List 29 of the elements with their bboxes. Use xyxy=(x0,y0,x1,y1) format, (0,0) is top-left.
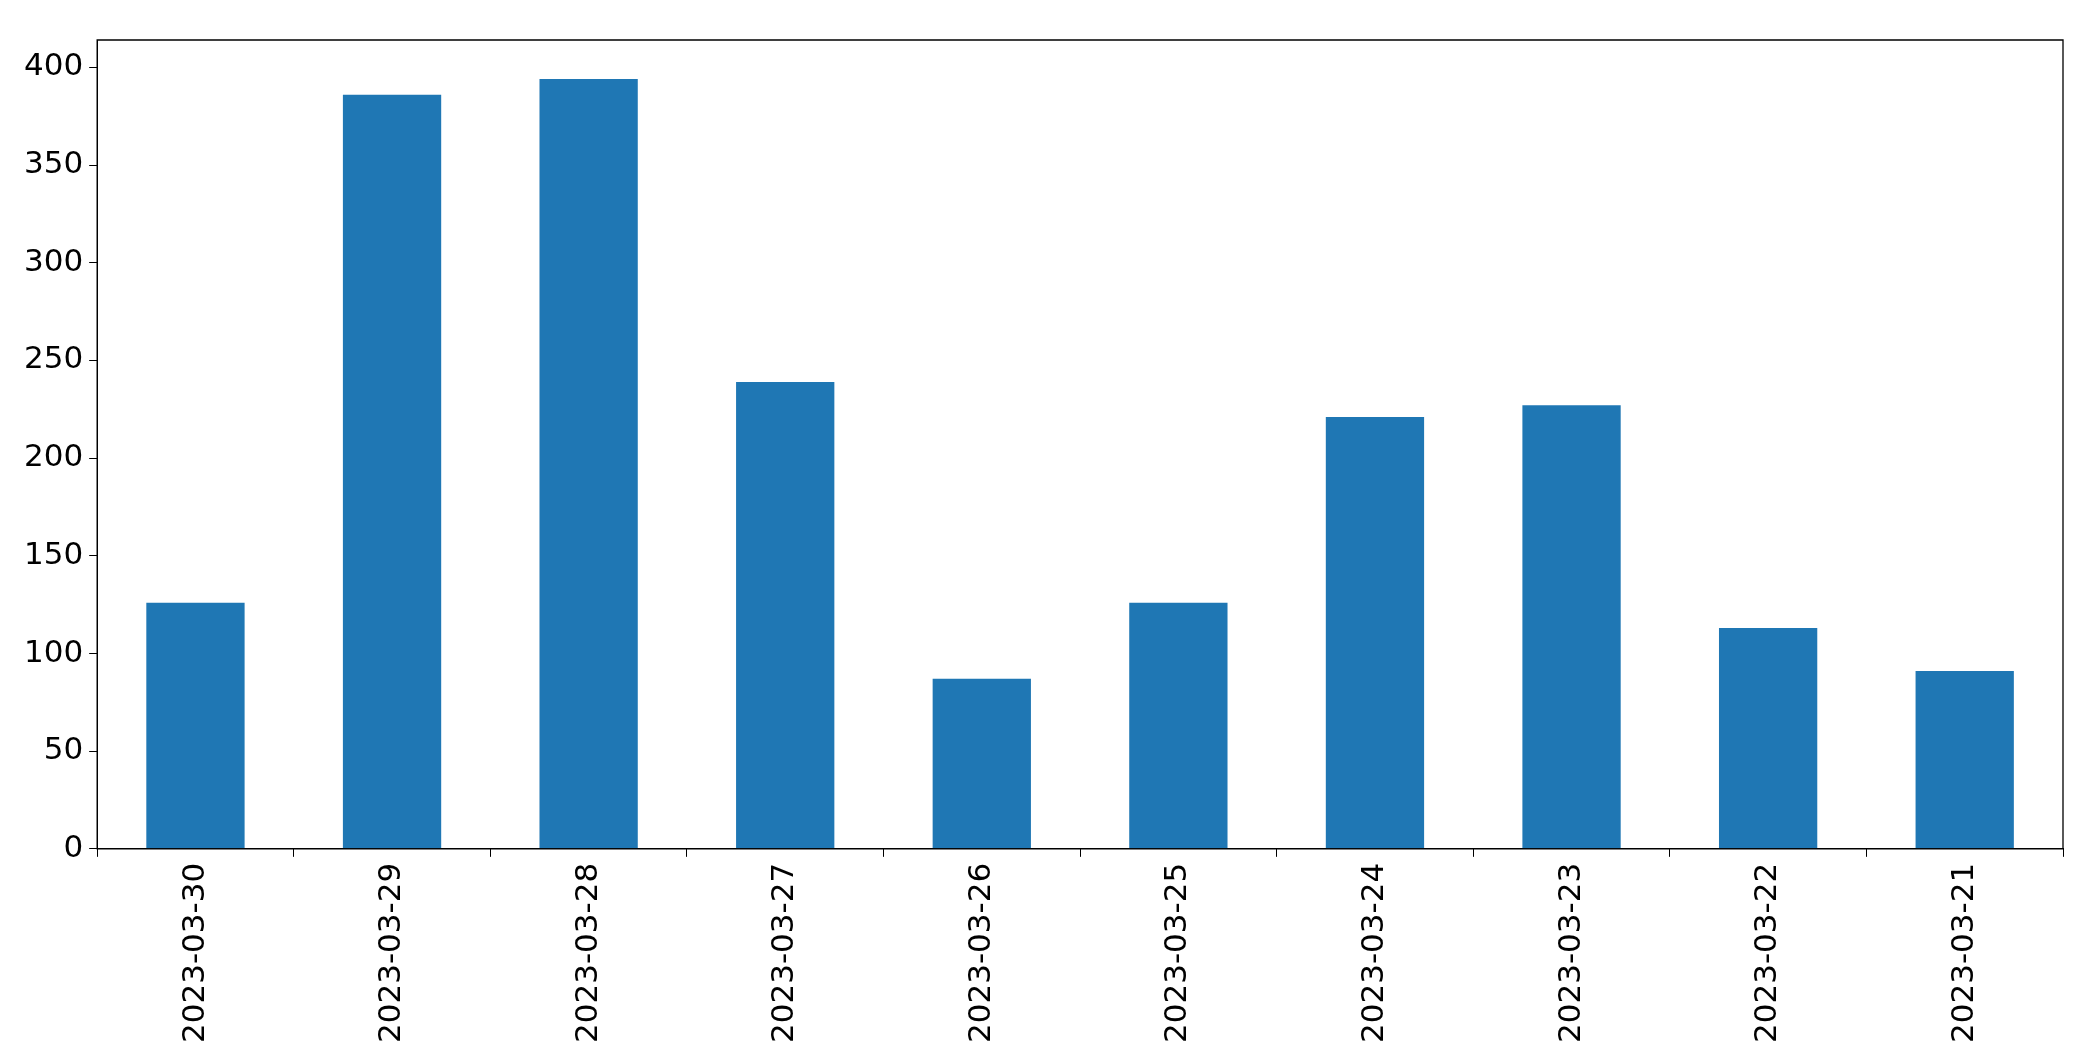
y-tick-label: 300 xyxy=(24,241,84,278)
bar xyxy=(1915,671,2014,849)
bar xyxy=(932,678,1031,849)
y-tick-label: 50 xyxy=(43,730,84,767)
x-tick-label: 2023-03-28 xyxy=(567,862,604,1044)
x-tick-label: 2023-03-22 xyxy=(1747,862,1784,1044)
y-tick-label: 350 xyxy=(24,144,84,181)
x-tick-label: 2023-03-25 xyxy=(1157,862,1194,1044)
bar xyxy=(342,94,442,849)
y-tick-label: 400 xyxy=(24,46,84,83)
y-tick-label: 0 xyxy=(63,827,84,864)
y-tick-label: 250 xyxy=(24,339,84,376)
bar xyxy=(1718,628,1818,849)
x-tick-label: 2023-03-27 xyxy=(764,862,801,1044)
y-tick-label: 200 xyxy=(24,437,84,474)
bar xyxy=(539,79,638,849)
bar xyxy=(736,381,835,849)
x-tick-label: 2023-03-30 xyxy=(174,862,211,1044)
bar xyxy=(1325,417,1425,849)
x-tick-label: 2023-03-21 xyxy=(1943,862,1980,1044)
x-tick-label: 2023-03-23 xyxy=(1550,862,1587,1044)
bar xyxy=(146,602,245,849)
y-tick-label: 150 xyxy=(24,534,84,571)
x-tick-label: 2023-03-29 xyxy=(371,862,408,1044)
y-tick-label: 100 xyxy=(24,632,84,669)
bar xyxy=(1129,602,1228,849)
x-tick-label: 2023-03-26 xyxy=(960,862,997,1044)
bar xyxy=(1522,405,1621,849)
x-tick-label: 2023-03-24 xyxy=(1354,862,1391,1044)
